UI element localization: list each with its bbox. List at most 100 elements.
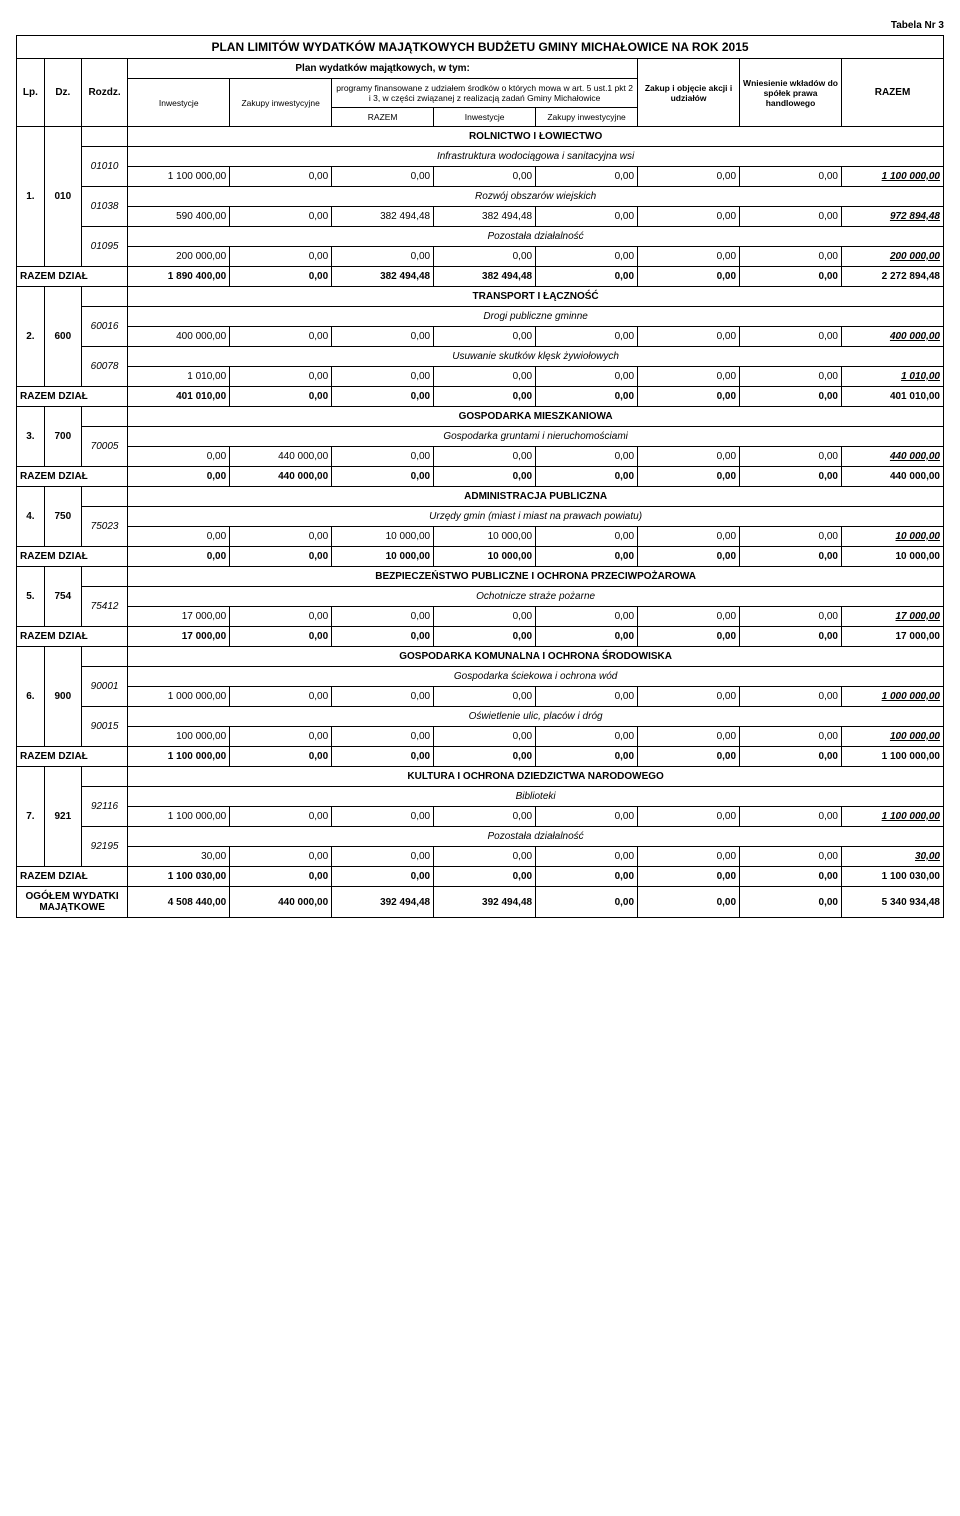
rozdz-cell: 75023 (81, 507, 127, 547)
budget-table: PLAN LIMITÓW WYDATKÓW MAJĄTKOWYCH BUDŻET… (16, 35, 944, 918)
data-cell: 10 000,00 (434, 527, 536, 547)
data-cell: 0,00 (638, 247, 740, 267)
total-cell: 0,00 (638, 467, 740, 487)
section-title: KULTURA I OCHRONA DZIEDZICTWA NARODOWEGO (128, 767, 944, 787)
data-cell: 0,00 (536, 727, 638, 747)
total-cell: 17 000,00 (842, 627, 944, 647)
total-cell: 10 000,00 (434, 547, 536, 567)
total-cell: 401 010,00 (842, 387, 944, 407)
section-title: GOSPODARKA MIESZKANIOWA (128, 407, 944, 427)
sub-section-name: Ochotnicze straże pożarne (128, 587, 944, 607)
hdr-zakupy: Zakupy inwestycyjne (230, 79, 332, 127)
total-cell: 0,00 (332, 747, 434, 767)
total-cell: 0,00 (638, 387, 740, 407)
data-cell: 0,00 (332, 807, 434, 827)
dz-cell: 600 (44, 287, 81, 387)
total-cell: 0,00 (230, 547, 332, 567)
data-cell: 0,00 (332, 167, 434, 187)
total-cell: 0,00 (128, 547, 230, 567)
total-cell: 0,00 (230, 867, 332, 887)
rozdz-cell: 90001 (81, 667, 127, 707)
rozdz-empty (81, 407, 127, 427)
data-cell: 0,00 (536, 207, 638, 227)
data-cell: 1 100 000,00 (842, 807, 944, 827)
total-cell: 0,00 (230, 747, 332, 767)
data-cell: 0,00 (536, 247, 638, 267)
sub-section-name: Usuwanie skutków klęsk żywiołowych (128, 347, 944, 367)
grand-cell: 440 000,00 (230, 887, 332, 918)
data-cell: 10 000,00 (332, 527, 434, 547)
data-cell: 0,00 (332, 607, 434, 627)
data-cell: 0,00 (332, 367, 434, 387)
rozdz-empty (81, 767, 127, 787)
total-cell: 440 000,00 (230, 467, 332, 487)
data-cell: 0,00 (740, 687, 842, 707)
data-cell: 1 100 000,00 (842, 167, 944, 187)
total-cell: 1 100 030,00 (128, 867, 230, 887)
hdr-wniesienie: Wniesienie wkładów do spółek prawa handl… (740, 59, 842, 127)
data-cell: 0,00 (638, 687, 740, 707)
dz-cell: 750 (44, 487, 81, 547)
data-cell: 0,00 (332, 447, 434, 467)
total-cell: 401 010,00 (128, 387, 230, 407)
data-cell: 382 494,48 (332, 207, 434, 227)
lp-cell: 2. (17, 287, 45, 387)
data-cell: 100 000,00 (842, 727, 944, 747)
data-cell: 0,00 (536, 447, 638, 467)
dz-cell: 900 (44, 647, 81, 747)
sub-section-name: Pozostała działalność (128, 227, 944, 247)
razem-dzial-label: RAZEM DZIAŁ (17, 627, 128, 647)
data-cell: 0,00 (638, 727, 740, 747)
data-cell: 590 400,00 (128, 207, 230, 227)
lp-cell: 5. (17, 567, 45, 627)
data-cell: 0,00 (230, 367, 332, 387)
total-cell: 2 272 894,48 (842, 267, 944, 287)
total-cell: 0,00 (536, 547, 638, 567)
razem-dzial-label: RAZEM DZIAŁ (17, 747, 128, 767)
data-cell: 0,00 (638, 807, 740, 827)
hdr-programy: programy finansowane z udziałem środków … (332, 79, 638, 108)
dz-cell: 921 (44, 767, 81, 867)
lp-cell: 6. (17, 647, 45, 747)
grand-cell: 5 340 934,48 (842, 887, 944, 918)
data-cell: 1 100 000,00 (128, 167, 230, 187)
data-cell: 400 000,00 (842, 327, 944, 347)
rozdz-cell: 90015 (81, 707, 127, 747)
data-cell: 1 010,00 (842, 367, 944, 387)
section-title: TRANSPORT I ŁĄCZNOŚĆ (128, 287, 944, 307)
total-cell: 0,00 (536, 627, 638, 647)
data-cell: 1 010,00 (128, 367, 230, 387)
sub-section-name: Urzędy gmin (miast i miast na prawach po… (128, 507, 944, 527)
sub-section-name: Drogi publiczne gminne (128, 307, 944, 327)
lp-cell: 7. (17, 767, 45, 867)
razem-dzial-label: RAZEM DZIAŁ (17, 867, 128, 887)
total-cell: 0,00 (536, 387, 638, 407)
total-cell: 0,00 (638, 867, 740, 887)
data-cell: 0,00 (230, 207, 332, 227)
razem-dzial-label: RAZEM DZIAŁ (17, 467, 128, 487)
total-cell: 0,00 (332, 867, 434, 887)
data-cell: 0,00 (536, 687, 638, 707)
total-cell: 0,00 (332, 627, 434, 647)
sub-section-name: Pozostała działalność (128, 827, 944, 847)
data-cell: 0,00 (230, 247, 332, 267)
data-cell: 400 000,00 (128, 327, 230, 347)
grand-cell: 0,00 (536, 887, 638, 918)
data-cell: 0,00 (230, 327, 332, 347)
total-cell: 0,00 (638, 627, 740, 647)
data-cell: 0,00 (128, 447, 230, 467)
data-cell: 0,00 (434, 247, 536, 267)
data-cell: 0,00 (230, 727, 332, 747)
total-cell: 0,00 (740, 627, 842, 647)
total-cell: 1 100 000,00 (128, 747, 230, 767)
data-cell: 0,00 (434, 367, 536, 387)
sub-section-name: Biblioteki (128, 787, 944, 807)
sub-section-name: Oświetlenie ulic, placów i dróg (128, 707, 944, 727)
data-cell: 0,00 (230, 527, 332, 547)
data-cell: 0,00 (434, 327, 536, 347)
rozdz-cell: 01095 (81, 227, 127, 267)
total-cell: 0,00 (332, 387, 434, 407)
rozdz-cell: 92116 (81, 787, 127, 827)
data-cell: 0,00 (332, 847, 434, 867)
data-cell: 0,00 (536, 807, 638, 827)
